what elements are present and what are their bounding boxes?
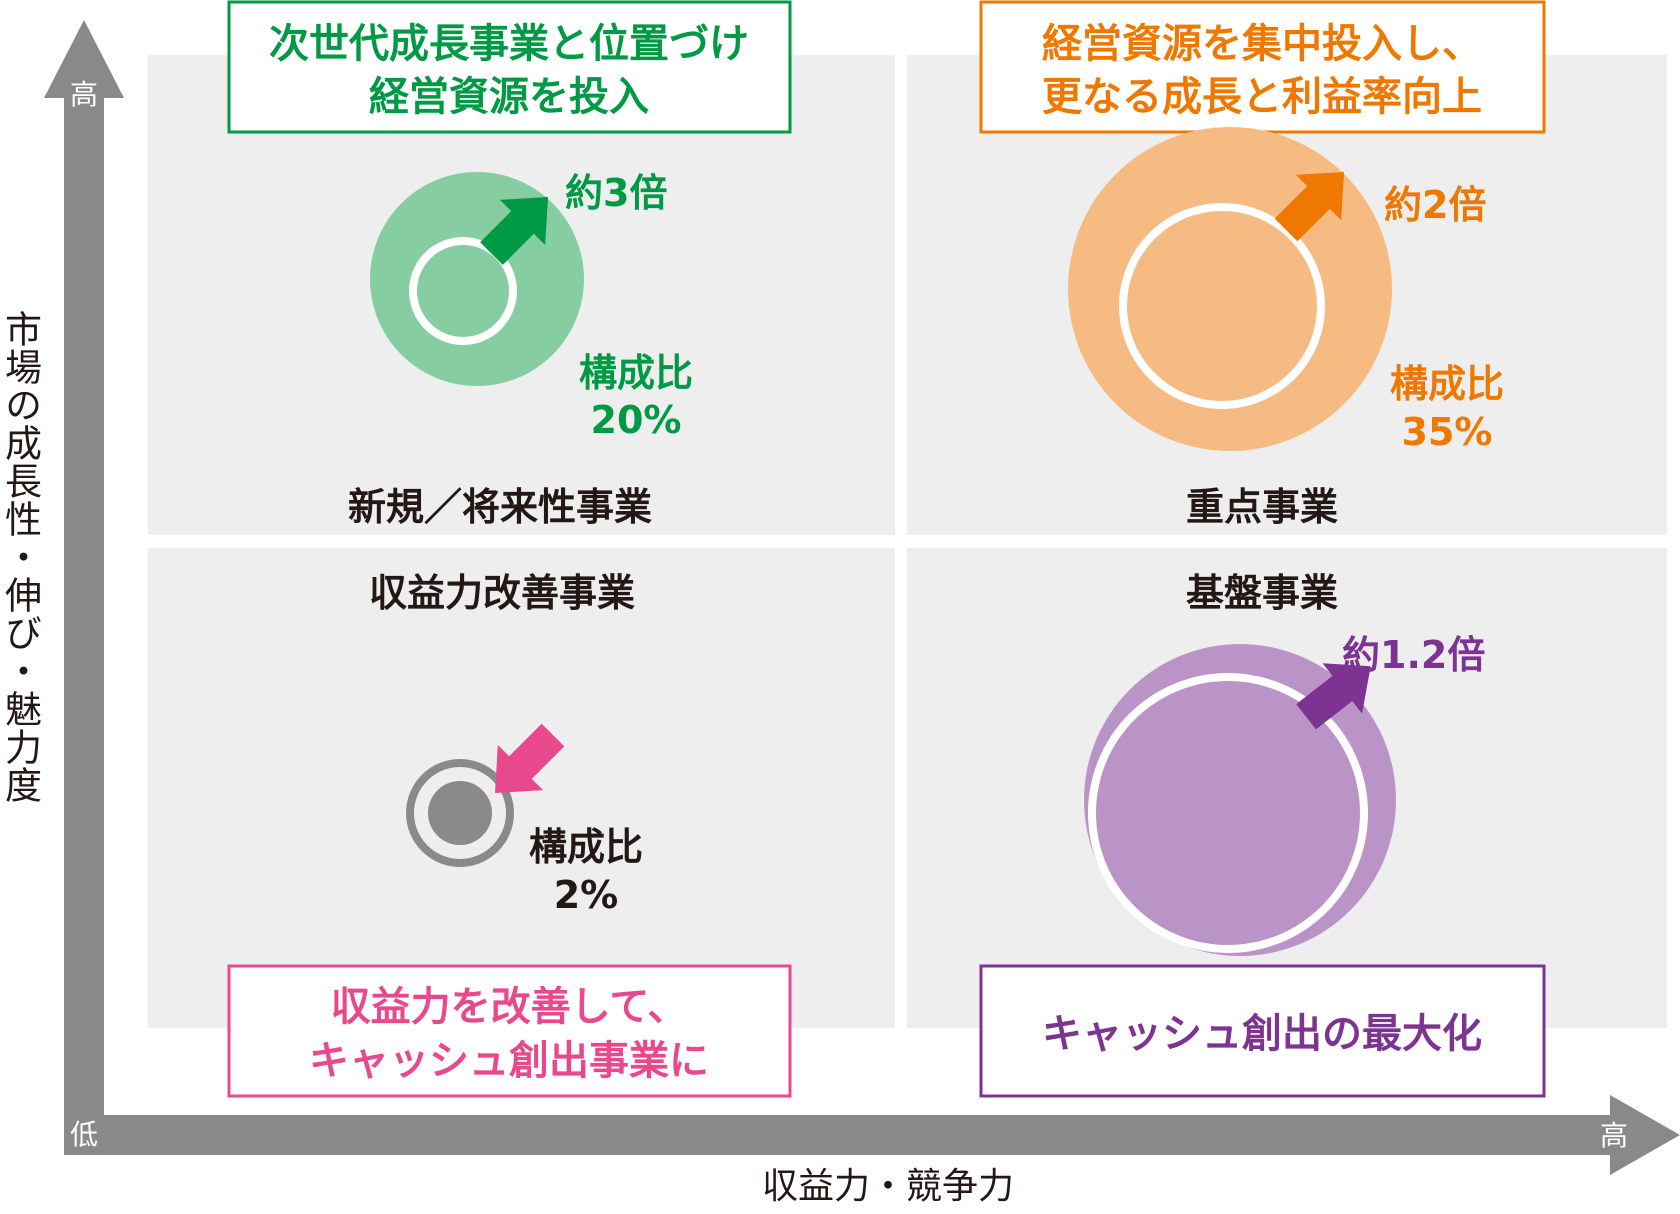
strategy-text-line1: キャッシュ創出の最大化 (1042, 1011, 1482, 1057)
x-axis-high-label: 高 (1600, 1119, 1628, 1152)
bubble-bottom-left (406, 759, 514, 867)
bubble-top-left (370, 172, 584, 386)
strategy-box-top-right: 経営資源を集中投入し、 更なる成長と利益率向上 (979, 0, 1546, 134)
quadrant-name-bottom-left: 収益力改善事業 (369, 571, 635, 615)
quadrant-name-top-right: 重点事業 (1186, 485, 1338, 529)
strategy-box-top-left: 次世代成長事業と位置づけ 経営資源を投入 (227, 0, 792, 134)
ratio-label-bottom-left: 構成比 (529, 825, 643, 869)
ratio-value-bottom-left: 2% (554, 873, 619, 917)
x-axis-label: 収益力・競争力 (762, 1166, 1014, 1207)
quadrant-name-top-left: 新規／将来性事業 (348, 485, 652, 529)
growth-label-bottom-right: 約1.2倍 (1342, 633, 1485, 677)
x-axis-arrow (64, 1095, 1680, 1175)
ratio-label-top-left: 構成比 (579, 351, 693, 395)
growth-arrow-icon-green (480, 196, 549, 265)
ratio-label-top-right: 構成比 (1390, 362, 1504, 406)
strategy-text-line2: 更なる成長と利益率向上 (1042, 74, 1482, 120)
ratio-value-top-left: 20% (591, 398, 682, 442)
strategy-text-line2: キャッシュ創出事業に (309, 1038, 709, 1084)
strategy-box-bottom-left: 収益力を改善して、 キャッシュ創出事業に (227, 964, 792, 1098)
strategy-text-line2: 経営資源を投入 (369, 74, 649, 120)
growth-arrow-icon-purple (1296, 663, 1371, 730)
strategy-text-line1: 経営資源を集中投入し、 (1042, 21, 1482, 67)
strategy-box-bottom-right: キャッシュ創出の最大化 (979, 964, 1546, 1098)
origin-low-label: 低 (70, 1118, 98, 1151)
growth-label-top-left: 約3倍 (565, 171, 667, 215)
quadrant-name-bottom-right: 基盤事業 (1186, 571, 1338, 615)
y-axis-label: 市場の成長性・伸び・魅力度 (0, 310, 42, 804)
y-axis-high-label: 高 (70, 78, 98, 111)
decline-arrow-icon-pink (494, 723, 565, 794)
growth-label-top-right: 約2倍 (1384, 183, 1486, 227)
strategy-text-line1: 次世代成長事業と位置づけ (269, 21, 749, 67)
growth-arrow-icon-orange (1274, 171, 1345, 242)
ratio-value-top-right: 35% (1402, 410, 1493, 454)
strategy-text-line1: 収益力を改善して、 (331, 984, 688, 1030)
y-axis-arrow (44, 20, 124, 1155)
